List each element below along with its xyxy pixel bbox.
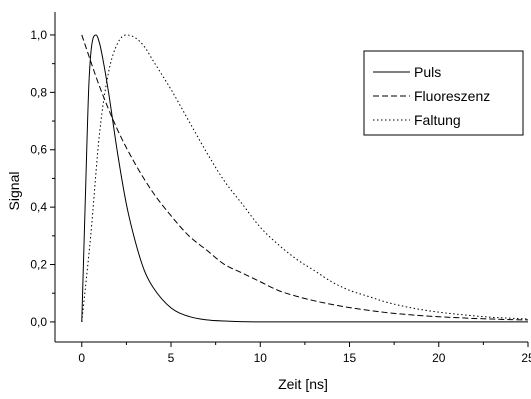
x-tick-label: 15 xyxy=(343,351,357,365)
legend-label-2: Fluoreszenz xyxy=(414,88,490,104)
series-line-3 xyxy=(81,34,529,322)
axes xyxy=(54,12,528,343)
x-ticks: 0 5 10 15 20 25 xyxy=(78,342,531,365)
legend-box xyxy=(363,50,524,136)
y-ticks: 0,0 0,2 0,4 0,6 0,8 1,0 xyxy=(30,28,55,329)
x-axis-title: Zeit [ns] xyxy=(278,376,328,392)
legend: Puls Fluoreszenz Faltung xyxy=(363,50,524,136)
legend-label-3: Faltung xyxy=(414,112,461,128)
y-tick-label: 0,8 xyxy=(30,85,47,99)
x-tick-label: 25 xyxy=(521,351,531,365)
series-line-2 xyxy=(81,34,529,321)
y-tick-label: 0,0 xyxy=(30,315,47,329)
x-tick-label: 20 xyxy=(432,351,446,365)
x-tick-label: 5 xyxy=(168,351,175,365)
y-tick-label: 0,2 xyxy=(30,258,47,272)
plot-area xyxy=(81,34,529,323)
x-tick-label: 10 xyxy=(254,351,268,365)
y-tick-label: 0,6 xyxy=(30,143,47,157)
series-line-1 xyxy=(81,34,528,323)
y-tick-label: 0,4 xyxy=(30,200,47,214)
y-axis-title: Signal xyxy=(6,172,22,211)
y-tick-label: 1,0 xyxy=(30,28,47,42)
x-tick-label: 0 xyxy=(78,351,85,365)
legend-label-1: Puls xyxy=(414,64,441,80)
